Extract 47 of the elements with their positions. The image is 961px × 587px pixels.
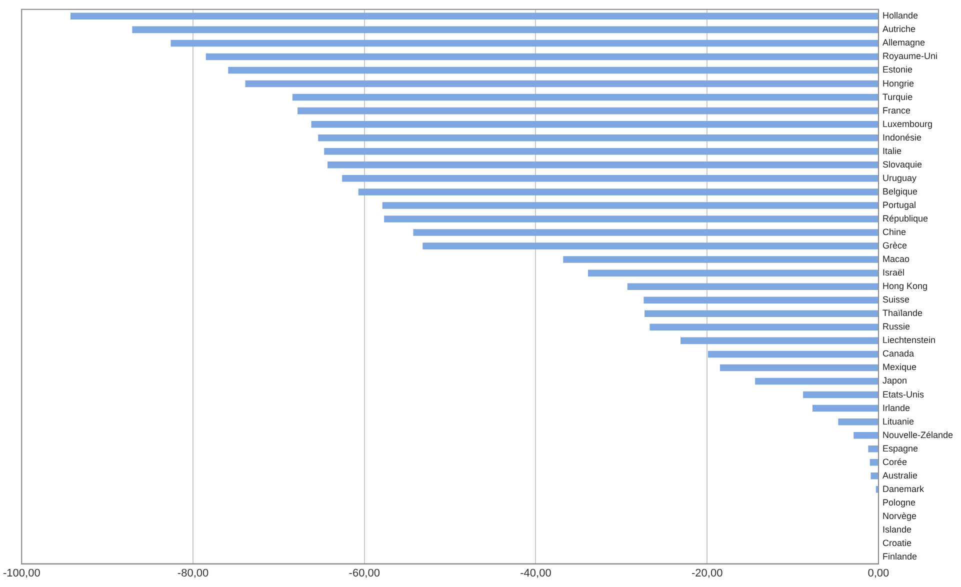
y-tick-label: Australie <box>882 470 918 480</box>
y-tick-label: Finlande <box>882 552 917 562</box>
y-tick-label: Uruguay <box>882 172 917 183</box>
y-tick-label: Italie <box>882 146 902 156</box>
y-tick-label: Estonie <box>882 64 912 75</box>
y-tick-label: Slovaquie <box>882 159 922 170</box>
y-tick-label: Hollande <box>882 10 918 21</box>
y-tick-label: Luxembourg <box>882 118 933 129</box>
y-tick-label: Russie <box>882 322 910 332</box>
y-tick-label: Macao <box>882 254 910 264</box>
y-tick-label: Hong Kong <box>882 281 928 292</box>
y-tick-label: Royaume-Uni <box>882 51 938 62</box>
y-tick-label: Pologne <box>882 497 916 508</box>
x-tick-label: -40,00 <box>520 567 552 580</box>
y-tick-label: Suisse <box>882 294 910 305</box>
y-tick-label: Portugal <box>882 200 916 210</box>
y-tick-label: Japon <box>882 376 907 386</box>
y-tick-label: Mexique <box>882 362 916 372</box>
y-tick-label: Norvège <box>882 510 916 521</box>
x-tick-label: -100,00 <box>3 567 40 580</box>
y-tick-label: Canada <box>882 348 914 359</box>
y-tick-label: Islande <box>882 524 912 534</box>
y-tick-label: Thaïlande <box>882 308 922 318</box>
y-tick-label: Etats-Unis <box>882 389 924 400</box>
y-tick-label: Nouvelle-Zélande <box>882 430 954 440</box>
y-tick-label: Danemark <box>882 484 924 494</box>
y-tick-label: Liechtenstein <box>882 335 936 346</box>
y-tick-label: Croatie <box>882 538 912 548</box>
x-tick-label: -20,00 <box>691 567 723 580</box>
y-tick-label: Allemagne <box>882 38 925 48</box>
x-tick-label: -80,00 <box>177 567 209 580</box>
y-tick-label: Belgique <box>882 186 918 196</box>
y-tick-label: Israël <box>882 268 904 278</box>
y-tick-label: Lituanie <box>882 416 914 426</box>
y-tick-label: Turquie <box>882 92 913 102</box>
y-tick-label: Hongrie <box>882 78 914 88</box>
y-tick-label: Chine <box>882 226 906 237</box>
y-tick-label: Indonésie <box>882 132 922 142</box>
y-tick-label: République <box>882 213 928 224</box>
y-tick-label: Irlande <box>882 402 910 413</box>
y-tick-label: Autriche <box>882 24 916 34</box>
y-tick-label: Grèce <box>882 240 907 251</box>
y-tick-label: Corée <box>882 456 907 467</box>
y-tick-label: France <box>882 105 910 116</box>
x-tick-label: -60,00 <box>348 567 380 580</box>
x-tick-label: 0,00 <box>868 567 890 580</box>
y-tick-label: Espagne <box>882 443 918 454</box>
